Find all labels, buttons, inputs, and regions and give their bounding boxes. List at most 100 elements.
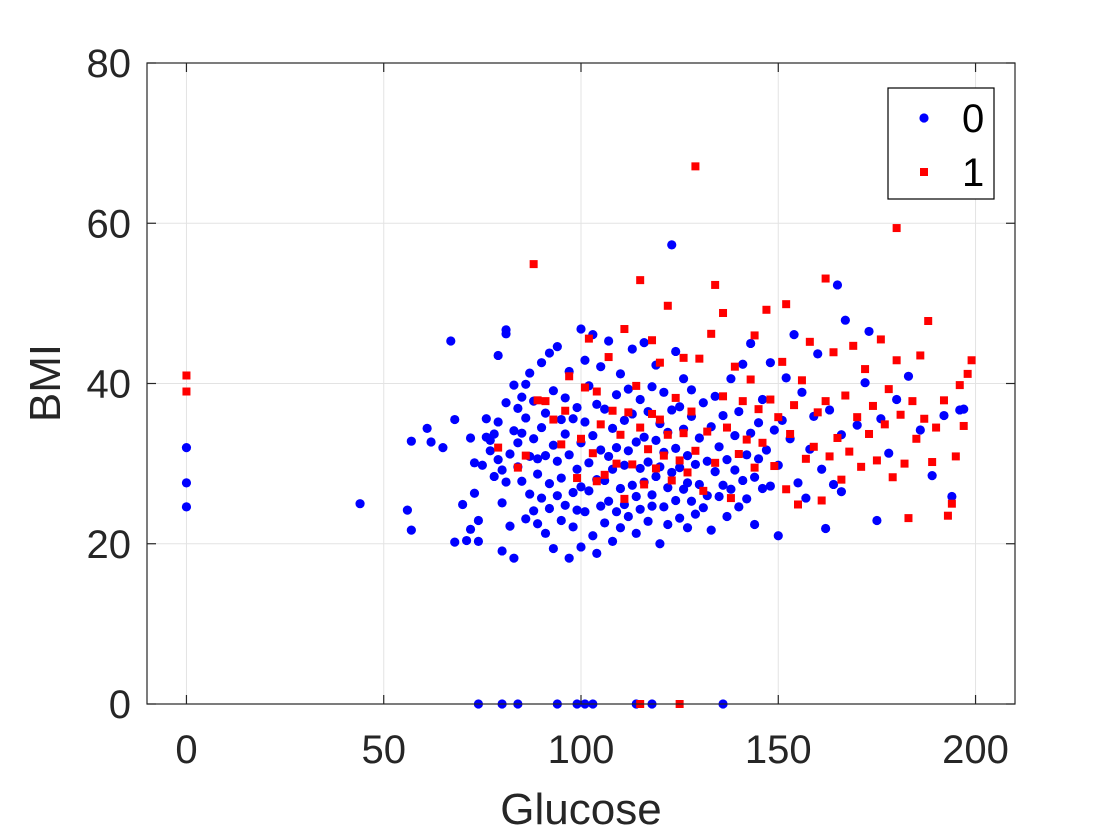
data-points xyxy=(181,162,976,709)
data-point-square xyxy=(695,354,704,363)
data-point-circle xyxy=(596,362,606,372)
data-point-circle xyxy=(568,522,578,532)
data-point-circle xyxy=(509,553,519,563)
data-point-circle xyxy=(181,443,192,453)
data-point-circle xyxy=(533,469,543,479)
data-point-circle xyxy=(678,374,689,384)
data-point-square xyxy=(908,397,917,406)
data-point-square xyxy=(884,385,893,394)
data-point-square xyxy=(659,451,668,460)
data-point-circle xyxy=(501,477,511,487)
data-point-circle xyxy=(860,378,870,388)
data-point-circle xyxy=(544,503,555,514)
data-point-circle xyxy=(540,408,551,418)
data-point-circle xyxy=(939,410,949,421)
data-point-square xyxy=(592,477,601,486)
data-point-circle xyxy=(493,455,503,465)
data-point-square xyxy=(876,335,885,344)
data-point-circle xyxy=(426,437,436,447)
data-point-square xyxy=(758,438,767,447)
data-point-circle xyxy=(493,417,503,427)
data-point-circle xyxy=(686,496,697,506)
y-tick-label: 0 xyxy=(109,683,131,727)
data-point-circle xyxy=(769,425,779,435)
data-point-circle xyxy=(540,451,551,461)
data-point-square xyxy=(719,392,728,401)
data-point-circle xyxy=(489,471,499,482)
data-point-circle xyxy=(521,514,531,524)
data-point-square xyxy=(904,514,913,523)
data-point-circle xyxy=(694,479,704,490)
data-point-square xyxy=(762,305,771,314)
data-point-circle xyxy=(556,515,566,526)
data-point-circle xyxy=(533,519,543,529)
data-point-circle xyxy=(576,542,586,552)
data-point-circle xyxy=(682,451,693,461)
legend-label: 0 xyxy=(962,97,984,141)
data-point-square xyxy=(892,224,901,233)
data-point-circle xyxy=(801,493,811,503)
data-point-circle xyxy=(611,390,622,400)
data-point-circle xyxy=(564,553,574,563)
data-point-circle xyxy=(576,324,586,334)
data-point-square xyxy=(182,387,191,396)
data-point-circle xyxy=(706,525,716,535)
data-point-circle xyxy=(552,342,562,352)
data-point-circle xyxy=(903,371,914,381)
data-point-circle xyxy=(505,449,515,459)
data-point-circle xyxy=(832,280,843,290)
data-point-circle xyxy=(501,398,511,408)
data-point-circle xyxy=(773,531,783,541)
data-point-circle xyxy=(477,460,487,470)
data-point-circle xyxy=(607,536,618,546)
data-point-square xyxy=(809,442,818,451)
data-point-square xyxy=(947,499,956,508)
data-point-square xyxy=(644,445,653,454)
data-point-square xyxy=(636,276,645,285)
data-point-square xyxy=(588,449,597,458)
data-point-circle xyxy=(521,379,531,389)
data-point-square xyxy=(620,494,629,503)
data-point-square xyxy=(967,356,976,365)
data-point-square xyxy=(679,429,688,438)
data-point-circle xyxy=(461,535,472,546)
data-point-circle xyxy=(698,503,708,513)
data-point-square xyxy=(651,464,660,473)
data-point-circle xyxy=(710,391,720,401)
data-point-circle xyxy=(690,509,701,519)
data-point-square xyxy=(920,414,929,423)
data-point-square xyxy=(707,329,716,338)
legend-entry-0: 0 xyxy=(919,97,984,141)
data-point-square xyxy=(821,274,830,283)
data-point-square xyxy=(853,413,862,422)
data-point-square xyxy=(711,280,720,289)
data-point-square xyxy=(821,397,830,406)
data-point-square xyxy=(620,325,629,334)
data-point-square xyxy=(494,443,503,452)
data-point-circle xyxy=(836,487,847,497)
data-point-circle xyxy=(765,358,775,368)
data-point-square xyxy=(766,395,775,404)
data-point-circle xyxy=(529,506,539,516)
x-axis-title: Glucose xyxy=(500,785,661,834)
x-tick-label: 0 xyxy=(175,728,197,772)
data-point-square xyxy=(928,458,937,467)
x-tick-label: 50 xyxy=(361,728,406,772)
data-point-circle xyxy=(840,315,850,325)
data-point-square xyxy=(825,452,834,461)
data-point-circle xyxy=(548,440,558,450)
data-point-square xyxy=(719,308,728,317)
data-point-circle xyxy=(631,491,641,502)
data-point-square xyxy=(939,396,948,405)
data-point-circle xyxy=(181,478,192,488)
data-point-square xyxy=(663,301,672,310)
data-point-square xyxy=(561,406,570,415)
data-point-circle xyxy=(635,504,645,514)
data-point-circle xyxy=(631,437,641,447)
data-point-square xyxy=(750,331,759,340)
data-point-circle xyxy=(497,546,507,556)
data-point-square xyxy=(616,430,625,439)
data-point-square xyxy=(573,474,582,483)
data-point-circle xyxy=(734,502,744,512)
data-point-square xyxy=(849,341,858,350)
